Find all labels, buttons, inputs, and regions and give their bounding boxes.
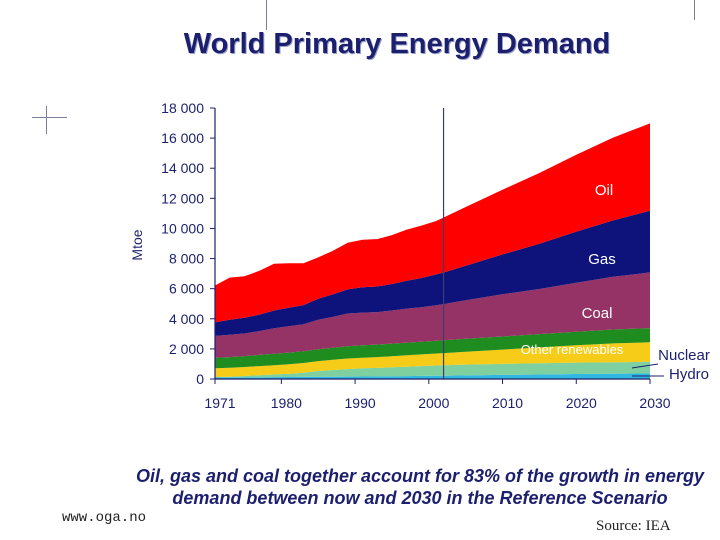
area-oil-6	[215, 123, 650, 323]
coal-label: Coal	[582, 305, 613, 322]
y-tick-label: 8 000	[169, 251, 204, 267]
area-other-renewables-3	[215, 328, 650, 369]
y-tick-label: 18 000	[161, 100, 204, 116]
website-text: www.oga.no	[62, 510, 147, 526]
area-hydro-0	[215, 373, 650, 379]
x-tick-label: 1990	[345, 395, 376, 411]
tick-labels: 0 2 000 4 000 6 000 8 000 10 000 12 000 14 000 1…	[161, 100, 671, 411]
gas-label: Gas	[588, 251, 616, 268]
axes	[210, 107, 651, 384]
y-tick-label: 2 000	[169, 341, 204, 357]
x-tick-label: 2000	[418, 395, 449, 411]
y-tick-label: 16 000	[161, 130, 204, 146]
y-tick-label: 4 000	[169, 311, 204, 327]
x-tick-label: 2020	[566, 395, 597, 411]
x-tick-label: 2030	[639, 395, 670, 411]
caption: Oil, gas and coal together account for 8…	[0, 465, 720, 509]
decorative-left-vline	[46, 106, 47, 134]
y-tick-label: 10 000	[161, 220, 204, 236]
x-tick-label: 1971	[204, 395, 235, 411]
series-labels: Oil Gas Coal Other renewables Nuclear Hy…	[521, 182, 710, 383]
y-tick-label: 12 000	[161, 190, 204, 206]
hydro-label: Hydro	[669, 366, 709, 383]
y-tick-label: 0	[196, 371, 204, 387]
area-coal-4	[215, 272, 650, 358]
x-tick-label: 2010	[492, 395, 523, 411]
nuclear-pointer-line	[631, 363, 659, 369]
area-gas-5	[215, 210, 650, 336]
decorative-right-line	[694, 0, 695, 20]
oil-label: Oil	[595, 182, 613, 199]
area-nuclear-1	[215, 361, 650, 378]
x-tick-label: 1980	[271, 395, 302, 411]
y-tick-label: 14 000	[161, 160, 204, 176]
decorative-left-hline	[32, 117, 67, 118]
y-axis-label: Mtoe	[129, 229, 145, 260]
area-other-renewables-2	[215, 342, 650, 377]
chart-title: World Primary Energy Demand	[183, 28, 611, 60]
other-renewables-label: Other renewables	[521, 342, 624, 357]
stacked-areas	[215, 123, 650, 379]
decorative-top-line	[266, 0, 267, 30]
caption-line-2: demand between now and 2030 in the Refer…	[172, 488, 668, 508]
caption-line-1: Oil, gas and coal together account for 8…	[135, 466, 705, 486]
nuclear-label: Nuclear	[658, 347, 710, 364]
source-text: Source: IEA	[596, 518, 671, 534]
y-tick-label: 6 000	[169, 281, 204, 297]
